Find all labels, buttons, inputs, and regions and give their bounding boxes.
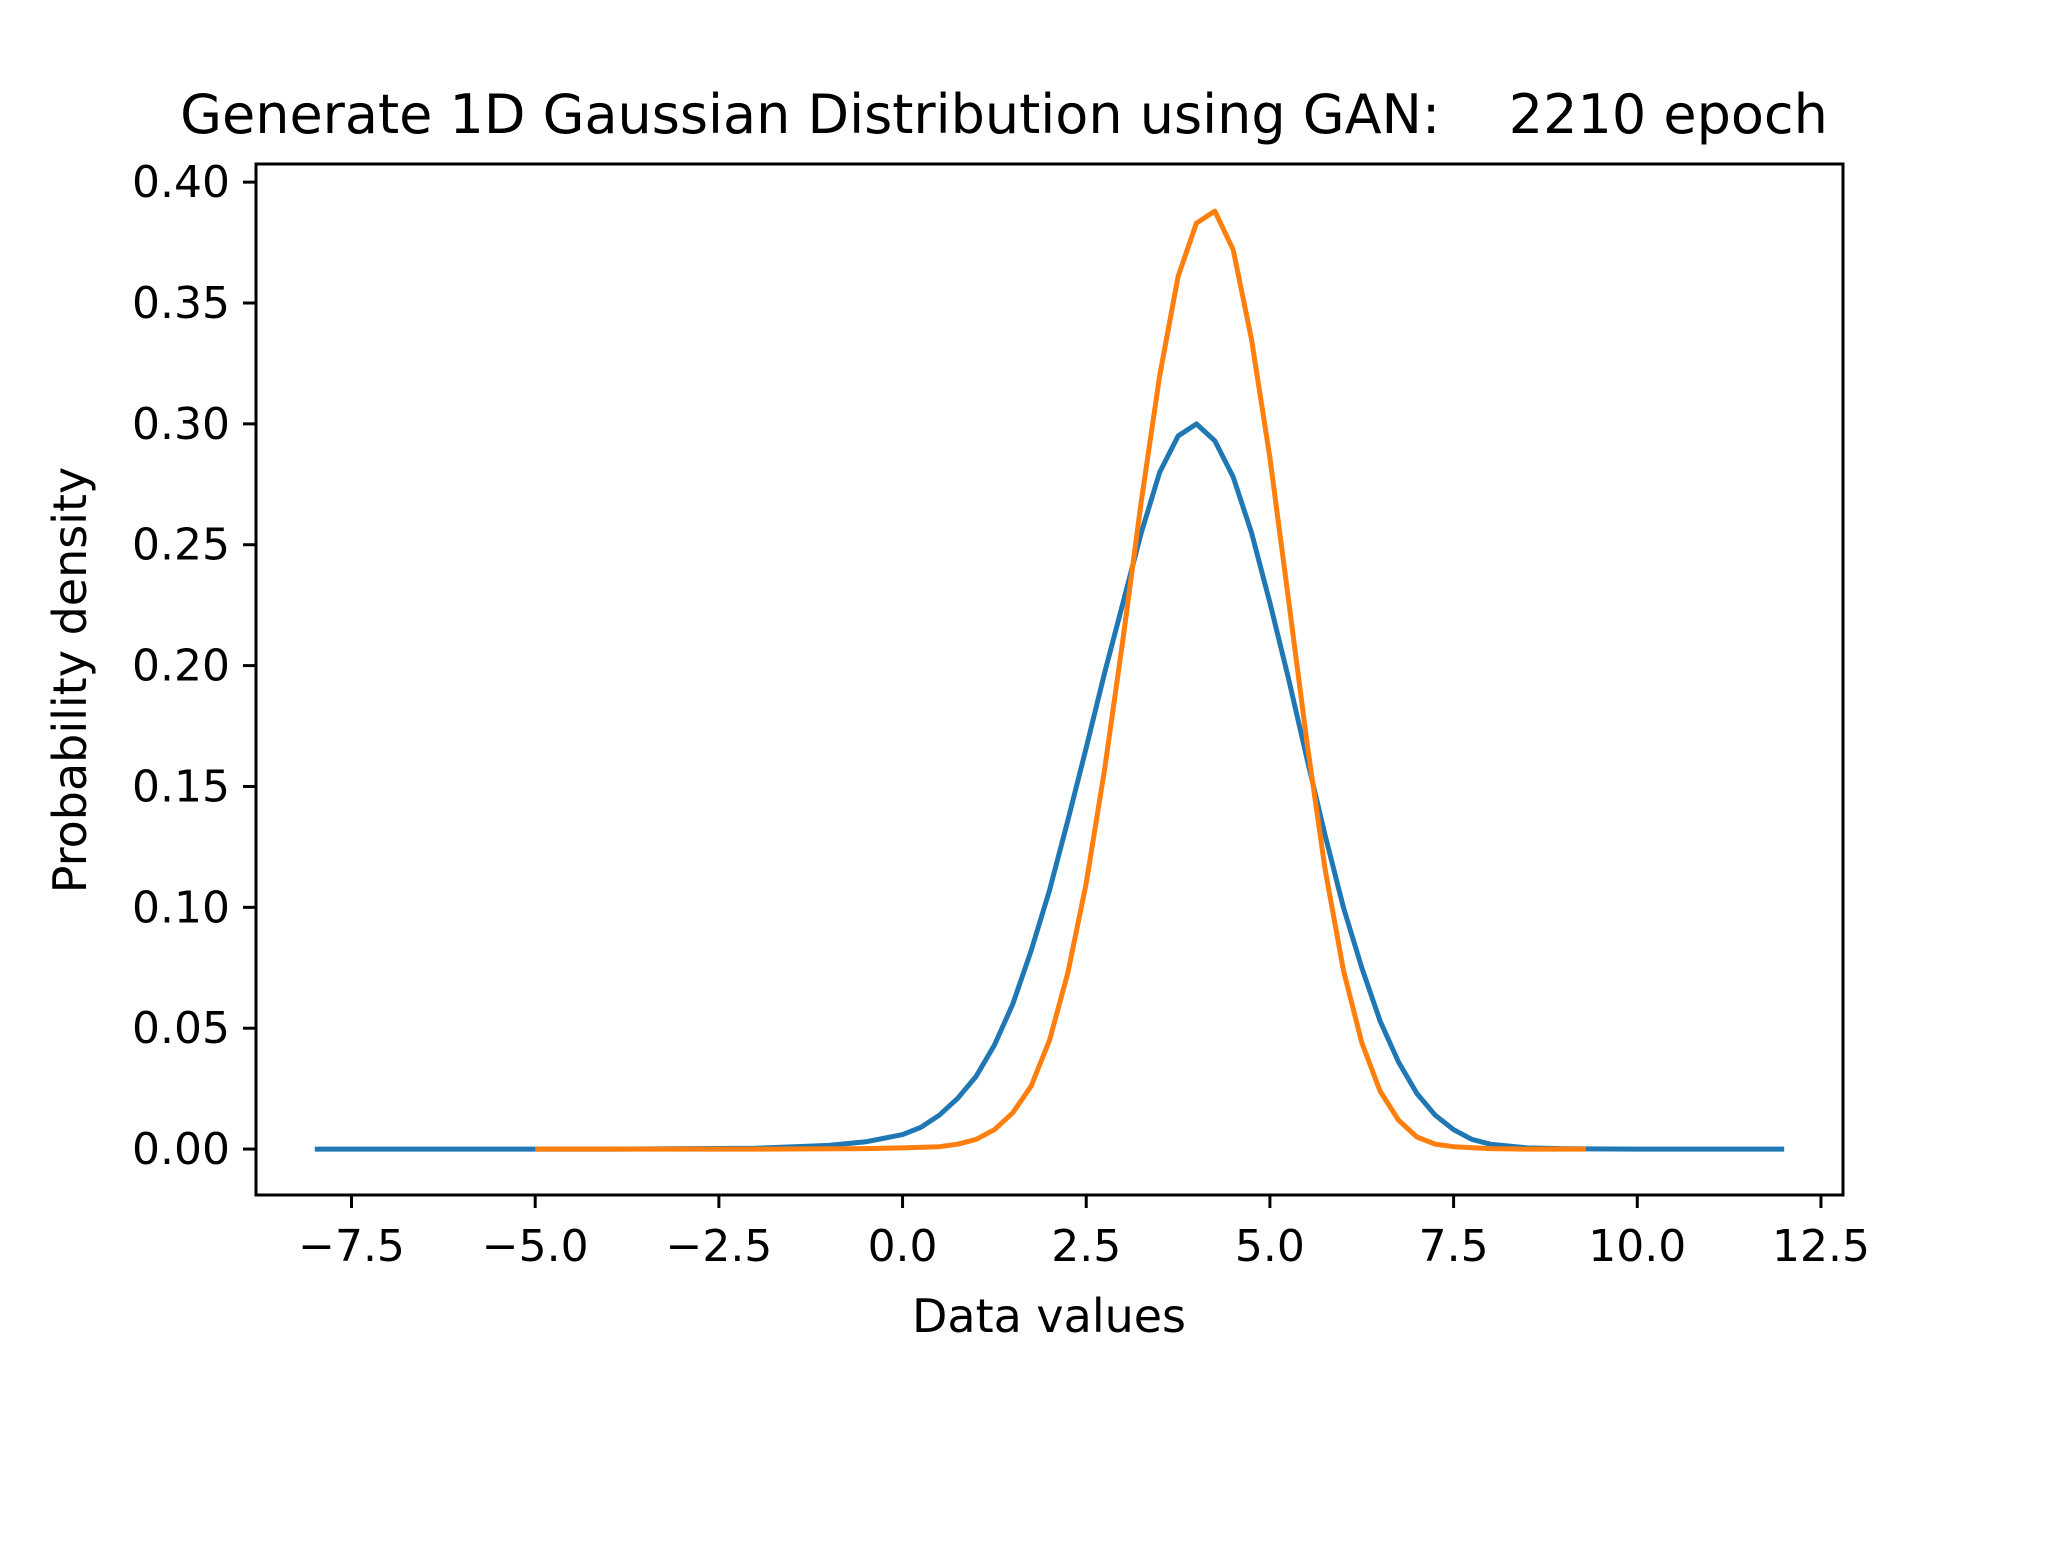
x-tick-label: 7.5 xyxy=(1419,1221,1489,1272)
x-tick-label: 12.5 xyxy=(1772,1221,1870,1272)
x-tick-label: 10.0 xyxy=(1588,1221,1686,1272)
y-tick-label: 0.40 xyxy=(132,157,230,208)
x-tick-label: −5.0 xyxy=(482,1221,589,1272)
y-tick-label: 0.10 xyxy=(132,882,230,933)
y-tick-label: 0.05 xyxy=(132,1003,230,1054)
y-tick-label: 0.25 xyxy=(132,520,230,571)
chart-title: Generate 1D Gaussian Distribution using … xyxy=(180,83,1828,146)
y-axis-label: Probability density xyxy=(43,467,97,893)
plot-area xyxy=(314,208,1785,1152)
y-tick-label: 0.20 xyxy=(132,641,230,692)
x-tick-label: 0.0 xyxy=(868,1221,938,1272)
y-tick-label: 0.30 xyxy=(132,399,230,450)
x-axis-label: Data values xyxy=(912,1289,1186,1343)
plot-frame xyxy=(254,162,1845,1197)
y-tick-label: 0.00 xyxy=(132,1124,230,1175)
x-tick-label: −7.5 xyxy=(298,1221,405,1272)
axes: −7.5 −5.0 −2.5 0.0 2.5 5.0 7.5 10.0 12.5 0.00 0.05… xyxy=(132,157,1870,1272)
y-tick-label: 0.35 xyxy=(132,278,230,329)
x-tick-label: 2.5 xyxy=(1051,1221,1121,1272)
series-line-1 xyxy=(314,421,1785,1152)
y-tick-label: 0.15 xyxy=(132,761,230,812)
x-tick-label: 5.0 xyxy=(1235,1221,1305,1272)
series-line-2 xyxy=(535,208,1586,1152)
x-tick-label: −2.5 xyxy=(665,1221,772,1272)
